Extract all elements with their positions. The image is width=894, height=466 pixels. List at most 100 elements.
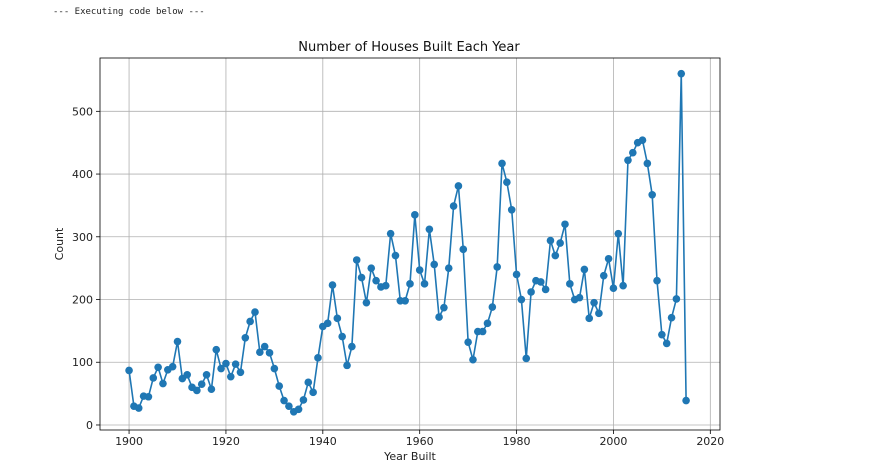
- data-point: [236, 368, 245, 377]
- axes: 1900 1920 1940 1960 1980 2000 2020 0 100 200 300 40…: [72, 105, 724, 448]
- data-point: [614, 229, 623, 238]
- data-point: [561, 220, 569, 229]
- data-point: [546, 236, 555, 245]
- grid: [100, 58, 720, 430]
- data-point: [309, 388, 317, 397]
- data-point: [386, 229, 395, 238]
- data-point: [193, 386, 201, 395]
- data-point: [430, 260, 439, 269]
- data-point: [507, 206, 516, 214]
- data-point: [488, 303, 497, 311]
- plot-frame: [99, 57, 721, 431]
- data-point: [304, 378, 313, 387]
- data-point: [536, 278, 545, 286]
- data-point: [609, 284, 618, 293]
- data-point: [454, 182, 463, 190]
- data-point: [575, 293, 584, 302]
- data-point: [435, 313, 443, 321]
- data-point: [566, 280, 574, 288]
- data-point: [338, 332, 346, 341]
- data-point: [658, 330, 666, 339]
- data-point: [503, 178, 511, 187]
- data-point: [217, 364, 225, 373]
- data-point: [246, 317, 254, 326]
- chart-title: Number of Houses Built Each Year: [298, 40, 520, 55]
- data-point: [270, 364, 279, 373]
- data-point: [260, 342, 269, 351]
- data-point: [449, 202, 458, 210]
- data-point: [478, 327, 487, 336]
- data-point: [522, 354, 531, 363]
- data-point: [183, 370, 191, 379]
- data-point: [381, 281, 390, 290]
- x-tick-label: 1920: [212, 435, 240, 448]
- data-point: [595, 309, 603, 318]
- console-header: --- Executing code below ---: [53, 7, 205, 17]
- data-point: [517, 295, 526, 304]
- data-point: [643, 159, 652, 168]
- data-point: [551, 251, 560, 260]
- data-point: [662, 339, 671, 348]
- y-tick-label: 0: [86, 419, 93, 432]
- data-point: [314, 354, 322, 362]
- data-point: [677, 69, 686, 78]
- data-point: [125, 366, 133, 375]
- data-point: [682, 396, 690, 405]
- y-tick-label: 200: [72, 294, 93, 307]
- y-axis-label: Count: [53, 227, 66, 260]
- data-point: [343, 361, 351, 370]
- data-point: [415, 266, 424, 274]
- data-point: [420, 280, 429, 288]
- data-point: [425, 225, 434, 234]
- data-point: [604, 254, 613, 263]
- data-point: [629, 148, 637, 157]
- data-point: [498, 159, 506, 168]
- data-point: [667, 313, 676, 322]
- data-point: [444, 264, 453, 272]
- data-point: [231, 360, 240, 368]
- x-tick-label: 2020: [696, 435, 724, 448]
- data-point: [265, 349, 274, 357]
- data-point: [362, 298, 371, 307]
- data-point: [149, 374, 158, 382]
- data-point: [251, 308, 259, 316]
- data-point: [411, 211, 419, 219]
- y-tick-label: 100: [72, 356, 93, 369]
- data-point: [212, 345, 221, 354]
- data-point: [638, 136, 647, 144]
- data-point: [154, 363, 162, 372]
- data-point: [294, 405, 303, 414]
- data-point: [401, 296, 409, 305]
- data-point: [197, 380, 206, 389]
- x-tick-label: 1900: [115, 435, 143, 448]
- data-point: [512, 270, 521, 279]
- data-point: [333, 314, 342, 323]
- data-point: [624, 156, 632, 165]
- y-tick-label: 500: [72, 105, 93, 118]
- data-point: [580, 265, 589, 274]
- data-point: [256, 348, 264, 357]
- x-tick-label: 1940: [309, 435, 337, 448]
- data-point: [619, 281, 627, 290]
- data-point: [464, 338, 472, 346]
- data-point: [348, 342, 356, 351]
- data-point: [222, 359, 230, 368]
- data-point: [159, 379, 167, 388]
- data-point: [275, 382, 284, 390]
- data-point: [144, 392, 153, 401]
- data-point: [352, 256, 361, 264]
- data-point: [328, 281, 337, 289]
- data-point: [173, 337, 182, 346]
- data-point: [440, 303, 448, 312]
- data-point: [527, 288, 535, 296]
- data-point: [357, 273, 366, 282]
- data-point: [599, 271, 608, 280]
- data-point: [672, 295, 681, 303]
- data-point: [648, 190, 656, 199]
- data-point: [280, 396, 288, 405]
- data-point: [323, 319, 332, 328]
- x-tick-label: 2000: [599, 435, 627, 448]
- data-point: [241, 333, 250, 342]
- data-point: [541, 285, 550, 294]
